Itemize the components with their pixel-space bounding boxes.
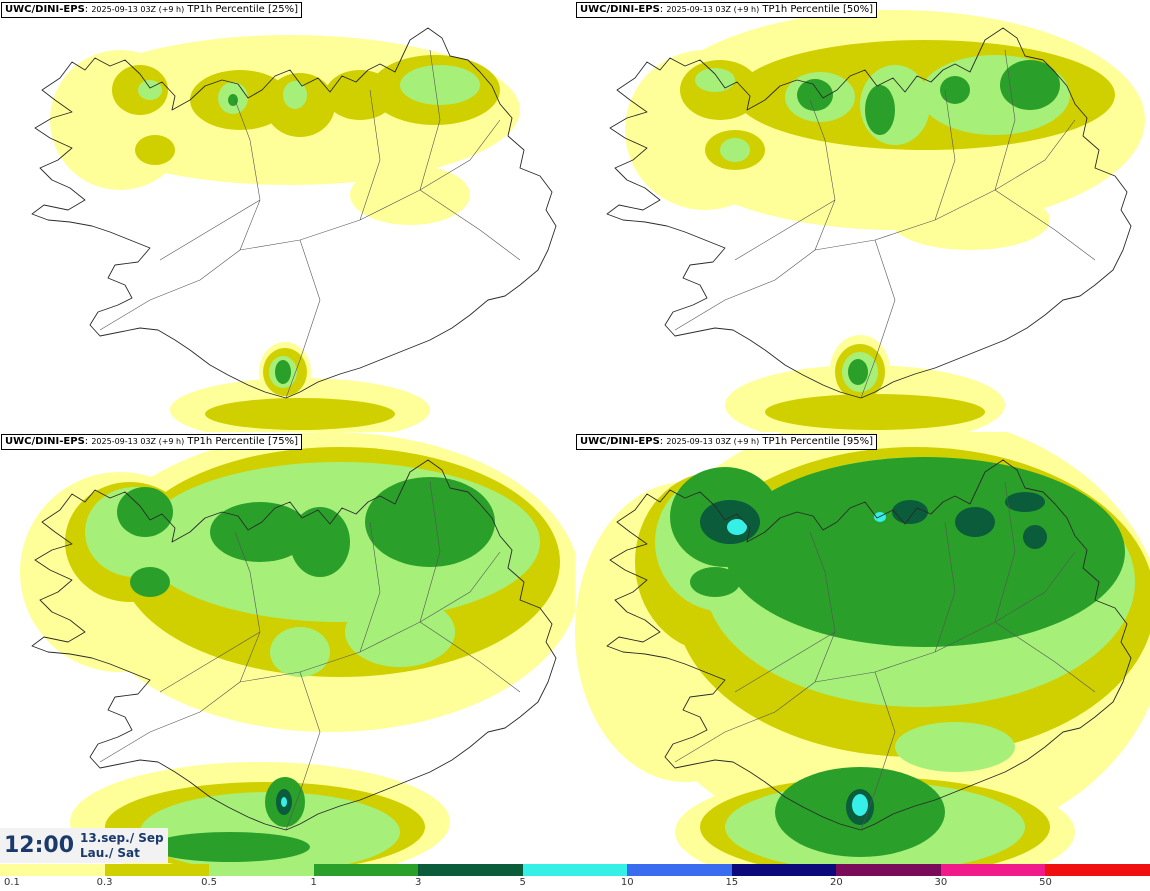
colorbar-swatch [313,864,419,876]
percentile-panel-75: UWC/DINI-EPS: 2025-09-13 03Z (+9 h) TP1h… [0,432,575,864]
colorbar-tick-label: 50 [1039,877,1052,888]
valid-date: 13.sep./ Sep [80,831,164,845]
precip-level-3 [797,60,1060,385]
precipitation-map [20,432,575,864]
panel-brand: UWC/DINI-EPS [5,4,85,15]
colorbar-tick-label: 5 [519,877,526,888]
precip-field [625,10,1145,432]
panel-brand: UWC/DINI-EPS [580,436,660,447]
colorbar-tick-label: 10 [620,877,634,888]
precipitation-map [575,432,1150,864]
panel-run: 2025-09-13 03Z (+9 h) [91,437,185,446]
colorbar-swatch [940,864,1046,876]
colorbar-tick-label: 20 [829,877,843,888]
panel-product: TP1h Percentile [75%] [187,436,298,447]
colorbar-tick-label: 0.3 [96,877,113,888]
panel-run: 2025-09-13 03Z (+9 h) [91,5,185,14]
colorbar-tick-label: 30 [934,877,948,888]
panel-run: 2025-09-13 03Z (+9 h) [666,5,760,14]
colorbar-tick-label: 3 [414,877,422,888]
panel-brand: UWC/DINI-EPS [580,4,660,15]
colorbar-tick-label: 0.5 [201,877,218,888]
panel-brand: UWC/DINI-EPS [5,436,85,447]
colorbar-swatch [418,864,523,876]
percentile-panel-50: UWC/DINI-EPS: 2025-09-13 03Z (+9 h) TP1h… [575,0,1150,432]
percentile-panel-25: UWC/DINI-EPS: 2025-09-13 03Z (+9 h) TP1h… [0,0,575,432]
colorbar-swatch [522,864,628,876]
colorbar-swatch [1045,864,1150,876]
colorbar-swatch [209,864,314,876]
precip-field [50,35,520,432]
panel-title: UWC/DINI-EPS: 2025-09-13 03Z (+9 h) TP1h… [1,434,302,450]
precip-level-5 [281,797,287,807]
colorbar-tick-label: 1 [310,877,317,888]
valid-weekday: Lau./ Sat [80,846,140,860]
colorbar-tick-label: 15 [725,877,739,888]
colorbar-swatch [731,864,837,876]
percentile-panel-95: UWC/DINI-EPS: 2025-09-13 03Z (+9 h) TP1h… [575,432,1150,864]
colorbar [0,864,1150,876]
valid-time: 12:00 [4,833,75,858]
valid-time-box: 12:00 13.sep./ Sep Lau./ Sat [0,828,168,863]
precipitation-map [31,27,557,432]
panel-product: TP1h Percentile [95%] [762,436,873,447]
panel-title: UWC/DINI-EPS: 2025-09-13 03Z (+9 h) TP1h… [576,2,877,18]
precipitation-map [606,10,1145,432]
precip-field [575,432,1150,864]
colorbar-swatch [627,864,732,876]
colorbar-swatch [104,864,210,876]
panel-title: UWC/DINI-EPS: 2025-09-13 03Z (+9 h) TP1h… [576,434,877,450]
panel-run: 2025-09-13 03Z (+9 h) [666,437,760,446]
colorbar-tick-label: 0.1 [4,877,20,888]
panel-title: UWC/DINI-EPS: 2025-09-13 03Z (+9 h) TP1h… [1,2,302,18]
panel-product: TP1h Percentile [50%] [762,4,873,15]
colorbar-ticks: 0.1 0.3 0.5 1 3 5 10 15 20 30 50 [0,877,1150,891]
precip-level-3 [228,94,291,384]
colorbar-swatch [0,864,105,876]
panel-product: TP1h Percentile [25%] [187,4,298,15]
colorbar-swatch [836,864,941,876]
